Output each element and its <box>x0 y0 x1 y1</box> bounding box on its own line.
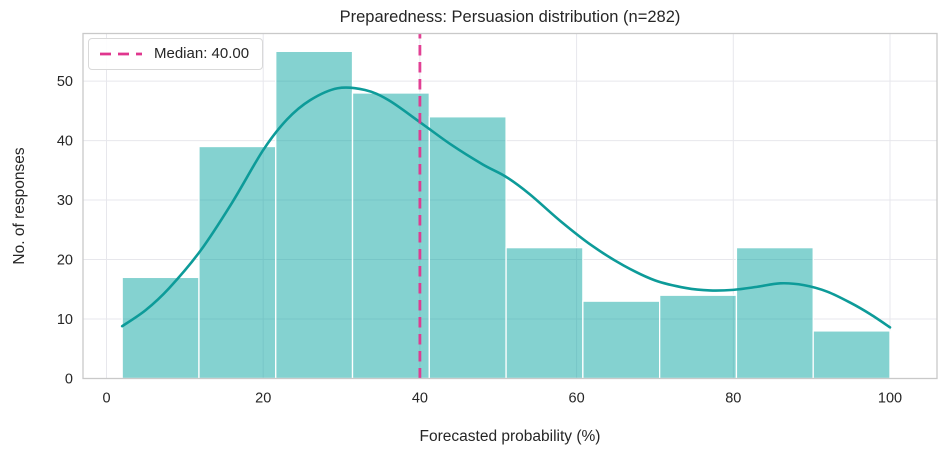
x-tick-label: 100 <box>878 391 902 407</box>
x-tick-label: 80 <box>725 391 741 407</box>
x-axis-label: Forecasted probability (%) <box>419 428 601 445</box>
y-axis-label: No. of responses <box>11 147 28 265</box>
histogram-bar <box>121 276 200 380</box>
legend: Median: 40.00 <box>88 38 264 70</box>
kde-curve <box>120 86 892 329</box>
y-tick-label: 30 <box>57 193 73 209</box>
x-tick-label: 60 <box>569 391 585 407</box>
y-tick-label: 20 <box>57 253 73 269</box>
histogram-bar <box>198 145 277 380</box>
histogram-bar <box>275 50 354 380</box>
x-tick-label: 0 <box>102 391 110 407</box>
plot-border <box>82 32 938 380</box>
y-tick-label: 0 <box>65 372 73 388</box>
x-tick-label: 40 <box>412 391 428 407</box>
histogram-bar <box>658 294 738 380</box>
y-tick-label: 10 <box>57 312 73 328</box>
x-tick-label: 20 <box>255 391 271 407</box>
chart-title: Preparedness: Persuasion distribution (n… <box>339 8 681 26</box>
legend-label: Median: 40.00 <box>154 45 250 62</box>
histogram-bar <box>582 300 661 380</box>
histogram-bar <box>428 116 507 380</box>
histogram-bar <box>735 246 814 380</box>
histogram-bar <box>505 246 584 380</box>
y-tick-label: 50 <box>57 74 73 90</box>
y-tick-label: 40 <box>57 134 73 150</box>
histogram-bar <box>812 330 891 380</box>
median-line-legend-sample-icon <box>100 52 142 56</box>
histogram-bar <box>351 92 430 380</box>
